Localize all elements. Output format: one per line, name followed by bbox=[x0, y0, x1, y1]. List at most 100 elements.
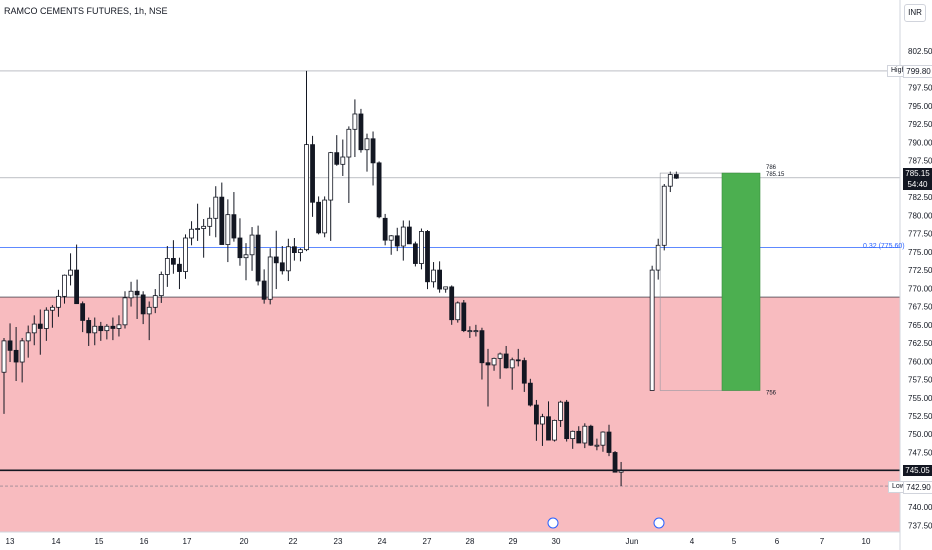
candle-body bbox=[237, 237, 243, 259]
candle-body bbox=[534, 404, 539, 425]
candle-body bbox=[497, 353, 503, 359]
candle-body bbox=[467, 330, 473, 333]
candle-body bbox=[213, 196, 219, 219]
candle-body bbox=[606, 431, 612, 453]
candle-body bbox=[455, 302, 461, 321]
candle-body bbox=[231, 214, 237, 239]
candle-body bbox=[310, 144, 315, 203]
candle-body bbox=[582, 425, 588, 444]
price-tick-label: 792.50 bbox=[908, 120, 932, 129]
candle-body bbox=[195, 228, 201, 230]
candle-body bbox=[152, 295, 158, 308]
position-target-sub: 785.15 bbox=[766, 172, 785, 178]
candle-body bbox=[564, 401, 570, 440]
candle-body bbox=[346, 128, 352, 158]
candle-body bbox=[19, 340, 25, 363]
candle-body bbox=[92, 325, 98, 334]
price-tick-label: 747.50 bbox=[908, 448, 932, 457]
candle-body bbox=[31, 323, 37, 334]
candle-body bbox=[521, 360, 527, 384]
candle-body bbox=[37, 323, 43, 329]
candle-body bbox=[128, 290, 134, 299]
candle-body bbox=[449, 286, 455, 321]
candle-body bbox=[352, 113, 358, 130]
demand-zone bbox=[0, 297, 900, 532]
price-tick-label: 790.00 bbox=[908, 138, 932, 147]
candle-body bbox=[340, 156, 346, 165]
candle-body bbox=[177, 263, 182, 272]
candle-body bbox=[285, 246, 291, 272]
candle-body bbox=[358, 113, 364, 151]
candle-body bbox=[618, 470, 624, 473]
candle-body bbox=[189, 228, 194, 239]
candle-body bbox=[655, 244, 661, 271]
price-tick-label: 780.00 bbox=[908, 211, 932, 220]
support-price-tag: 745.05 bbox=[903, 464, 932, 476]
candle-body bbox=[273, 256, 279, 264]
candle-body bbox=[170, 258, 176, 265]
candle-body bbox=[255, 234, 261, 282]
candle-body bbox=[164, 258, 170, 275]
candle-body bbox=[279, 262, 285, 272]
candle-body bbox=[249, 234, 255, 256]
candle-body bbox=[328, 152, 334, 201]
candle-body bbox=[158, 274, 164, 297]
time-tick-label: 27 bbox=[423, 537, 432, 546]
candle-body bbox=[461, 302, 467, 332]
candle-body bbox=[7, 340, 13, 351]
candle-body bbox=[382, 217, 388, 241]
price-tick-label: 740.00 bbox=[908, 503, 932, 512]
currency-button[interactable]: INR bbox=[904, 4, 926, 22]
position-target-box bbox=[721, 172, 761, 391]
candle-body bbox=[86, 320, 92, 334]
candle-body bbox=[376, 162, 382, 218]
price-tick-label: 772.50 bbox=[908, 266, 932, 275]
candle-body bbox=[667, 174, 673, 187]
time-tick-label: 5 bbox=[732, 537, 737, 546]
candle-body bbox=[80, 303, 86, 321]
price-tick-label: 787.50 bbox=[908, 157, 932, 166]
candle-body bbox=[661, 185, 667, 246]
price-tick-label: 795.00 bbox=[908, 102, 932, 111]
candle-body bbox=[291, 246, 297, 253]
price-tick-label: 797.50 bbox=[908, 84, 932, 93]
candle-body bbox=[25, 332, 31, 342]
candle-body bbox=[1, 340, 7, 373]
candle-body bbox=[298, 249, 303, 253]
candle-body bbox=[225, 214, 231, 245]
price-tick-label: 770.00 bbox=[908, 284, 932, 293]
candle-body bbox=[437, 269, 443, 290]
price-tick-label: 750.00 bbox=[908, 430, 932, 439]
candle-body bbox=[485, 362, 491, 366]
candle-body bbox=[110, 325, 116, 329]
candle-body bbox=[425, 231, 430, 283]
candle-body bbox=[243, 254, 249, 259]
countdown-tag: 54:40 bbox=[903, 178, 932, 190]
candle-body bbox=[400, 226, 406, 247]
candle-body bbox=[122, 297, 128, 326]
candle-body bbox=[509, 359, 515, 369]
candle-body bbox=[140, 294, 146, 315]
price-tick-label: 752.50 bbox=[908, 412, 932, 421]
candle-body bbox=[419, 231, 424, 264]
event-icon-flash bbox=[653, 517, 665, 529]
candle-body bbox=[68, 269, 73, 276]
candle-body bbox=[515, 359, 521, 362]
time-tick-label: 7 bbox=[820, 537, 825, 546]
fib-level-label: 0.32 (775.60) bbox=[863, 242, 905, 250]
time-tick-label: 6 bbox=[775, 537, 780, 546]
candle-body bbox=[304, 144, 309, 251]
candle-body bbox=[267, 256, 273, 300]
candle-body bbox=[364, 138, 370, 151]
time-tick-label: 4 bbox=[690, 537, 695, 546]
candle-body bbox=[594, 444, 600, 447]
candle-body bbox=[56, 295, 61, 308]
candle-body bbox=[370, 138, 376, 164]
candle-body bbox=[558, 401, 563, 421]
current-price-tag: 785.15 bbox=[903, 167, 932, 179]
candle-body bbox=[473, 330, 479, 333]
candle-body bbox=[406, 226, 412, 245]
price-tick-label: 782.50 bbox=[908, 193, 932, 202]
candle-body bbox=[207, 217, 213, 227]
